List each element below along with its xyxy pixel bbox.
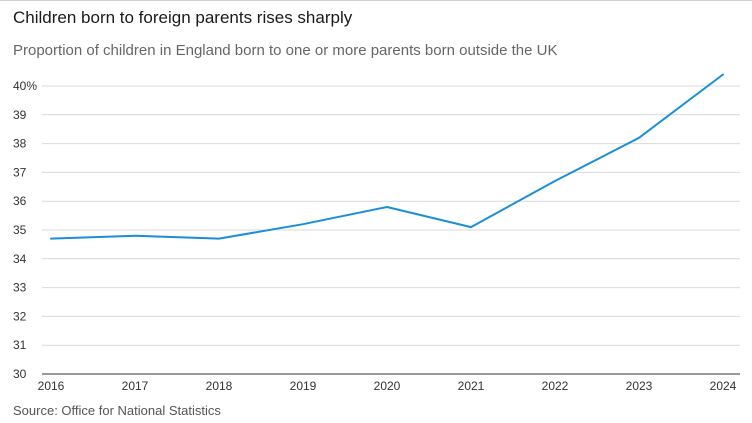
gridlines <box>42 85 740 375</box>
x-tick-label: 2020 <box>374 379 401 393</box>
chart-title: Children born to foreign parents rises s… <box>13 8 353 27</box>
x-tick-label: 2021 <box>458 379 485 393</box>
y-tick-label: 38 <box>13 137 27 151</box>
series-group <box>50 73 724 240</box>
y-axis-ticks: 30 31 32 33 34 35 36 37 38 39 40% <box>13 79 37 381</box>
series-line <box>50 73 724 240</box>
chart-subtitle: Proportion of children in England born t… <box>13 42 558 59</box>
x-axis-ticks: 2016 2017 2018 2019 2020 2021 2022 2023 2024 <box>38 379 737 393</box>
x-tick-label: 2019 <box>290 379 317 393</box>
x-tick-label: 2024 <box>710 379 737 393</box>
y-tick-label: 32 <box>13 309 27 323</box>
y-tick-label: 31 <box>13 338 27 352</box>
x-tick-label: 2023 <box>626 379 653 393</box>
source-note: Source: Office for National Statistics <box>13 403 221 418</box>
y-tick-label: 34 <box>13 252 27 266</box>
y-tick-label: 30 <box>13 367 27 381</box>
x-tick-label: 2017 <box>122 379 149 393</box>
y-tick-label: 35 <box>13 223 27 237</box>
y-tick-label: 37 <box>13 165 27 179</box>
y-tick-label: 33 <box>13 281 27 295</box>
y-tick-label: 39 <box>13 108 27 122</box>
x-tick-label: 2018 <box>206 379 233 393</box>
x-tick-label: 2016 <box>38 379 65 393</box>
y-tick-label: 36 <box>13 194 27 208</box>
top-rule <box>0 0 752 1</box>
y-tick-label: 40% <box>13 79 37 93</box>
x-tick-label: 2022 <box>542 379 569 393</box>
